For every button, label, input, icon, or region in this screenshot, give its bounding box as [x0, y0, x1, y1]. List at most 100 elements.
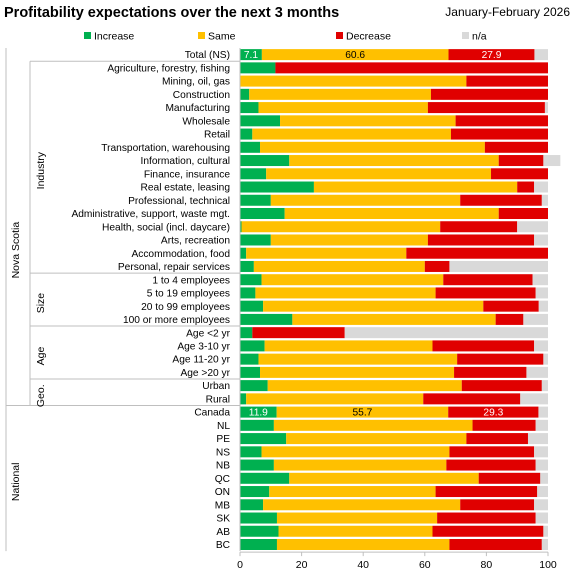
category-label: ON	[215, 487, 230, 498]
bar-n-a	[541, 194, 548, 206]
bar-decrease	[478, 472, 541, 484]
legend-swatch-same	[198, 32, 205, 39]
bar-same	[253, 260, 425, 272]
bar-n-a	[344, 327, 548, 339]
x-tick-label: 0	[237, 559, 243, 571]
bar-decrease	[427, 234, 535, 246]
bar-increase	[240, 366, 261, 378]
bar-decrease	[455, 115, 548, 127]
subgroup-label-size: Size	[35, 293, 47, 314]
category-label: Canada	[194, 408, 230, 419]
bar-increase	[240, 419, 274, 431]
bar-increase	[240, 260, 254, 272]
category-labels: Total (NS) Agriculture, forestry, fishing…	[71, 50, 230, 551]
bar-n-a	[534, 340, 548, 352]
legend-swatch-n-a	[462, 32, 469, 39]
bar-decrease	[454, 366, 527, 378]
category-label: Age 3-10 yr	[177, 342, 230, 353]
bar-increase	[240, 433, 287, 445]
bar-increase	[240, 393, 247, 405]
bar-same	[261, 49, 449, 61]
bar-increase	[240, 234, 271, 246]
category-label: Accommodation, food	[131, 249, 230, 260]
bar-increase	[240, 525, 279, 537]
bar-n-a	[534, 499, 548, 511]
category-label: Agriculture, forestry, fishing	[107, 63, 230, 74]
bar-decrease	[432, 525, 544, 537]
bar-n-a	[523, 313, 548, 325]
bar-n-a	[538, 300, 548, 312]
bar-decrease	[450, 128, 548, 140]
category-label: Administrative, support, waste mgt.	[71, 209, 230, 220]
bar-same	[313, 181, 518, 193]
bar-decrease	[435, 486, 538, 498]
category-label: MB	[215, 500, 230, 511]
bar-decrease	[406, 247, 548, 259]
chart-title: Profitability expectations over the next…	[4, 5, 339, 21]
category-label: 5 to 19 employees	[147, 289, 230, 300]
category-label: Professional, technical	[128, 196, 230, 207]
bar-same	[289, 472, 479, 484]
legend-label-n-a: n/a	[472, 31, 487, 43]
bar-increase	[240, 287, 256, 299]
bar-increase	[240, 327, 253, 339]
bar-n-a	[541, 380, 548, 392]
data-label-increase: 7.1	[244, 50, 258, 61]
bar-same	[261, 274, 444, 286]
bar-n-a	[544, 102, 548, 114]
bar-same	[246, 393, 424, 405]
bar-same	[273, 419, 473, 431]
category-label: Information, cultural	[141, 156, 230, 167]
bar-n-a	[543, 353, 548, 365]
subgroup-label-age: Age	[35, 347, 47, 366]
bar-increase	[240, 353, 259, 365]
data-label-same: 60.6	[345, 50, 365, 61]
bar-decrease	[472, 419, 536, 431]
bar-n-a	[535, 287, 548, 299]
bar-decrease	[423, 393, 521, 405]
bar-same	[267, 380, 462, 392]
bar-same	[258, 353, 458, 365]
bar-decrease	[275, 62, 548, 74]
bar-same	[276, 512, 438, 524]
bar-same	[278, 525, 433, 537]
bar-increase	[240, 486, 270, 498]
bar-decrease	[440, 221, 518, 233]
group-label-nova-scotia: Nova Scotia	[10, 222, 22, 279]
category-label: Construction	[173, 90, 230, 101]
bar-decrease	[498, 208, 548, 219]
category-label: Rural	[206, 394, 230, 405]
bar-n-a	[527, 433, 548, 445]
bar-n-a	[520, 393, 548, 405]
category-label: Age >20 yr	[180, 368, 230, 379]
bar-decrease	[432, 340, 535, 352]
x-axis: 0 20 40 60 80 100	[237, 551, 557, 571]
bar-increase	[240, 141, 261, 153]
legend-label-same: Same	[208, 31, 236, 43]
category-label: Retail	[204, 130, 230, 141]
category-label: NS	[216, 447, 230, 458]
x-tick-label: 80	[481, 559, 493, 571]
bar-decrease	[443, 274, 533, 286]
bar-n-a	[534, 234, 548, 246]
bar-same	[263, 300, 484, 312]
bar-n-a	[534, 181, 548, 193]
bar-decrease	[491, 168, 548, 180]
bar-decrease	[466, 433, 528, 445]
data-label-same: 55.7	[353, 408, 373, 419]
bar-n-a	[535, 419, 548, 431]
legend-label-decrease: Decrease	[346, 31, 391, 43]
bar-same	[292, 313, 496, 325]
bar-same	[269, 486, 436, 498]
bar-same	[286, 433, 467, 445]
bar-increase	[240, 208, 285, 219]
category-label: Total (NS)	[185, 50, 230, 61]
category-label: Transportation, warehousing	[101, 143, 230, 154]
chart-period: January-February 2026	[445, 5, 570, 19]
category-label: NL	[217, 421, 230, 432]
bar-decrease	[437, 512, 536, 524]
bar-increase	[240, 181, 314, 193]
bar-n-a	[534, 49, 548, 61]
category-label: Manufacturing	[165, 103, 230, 114]
